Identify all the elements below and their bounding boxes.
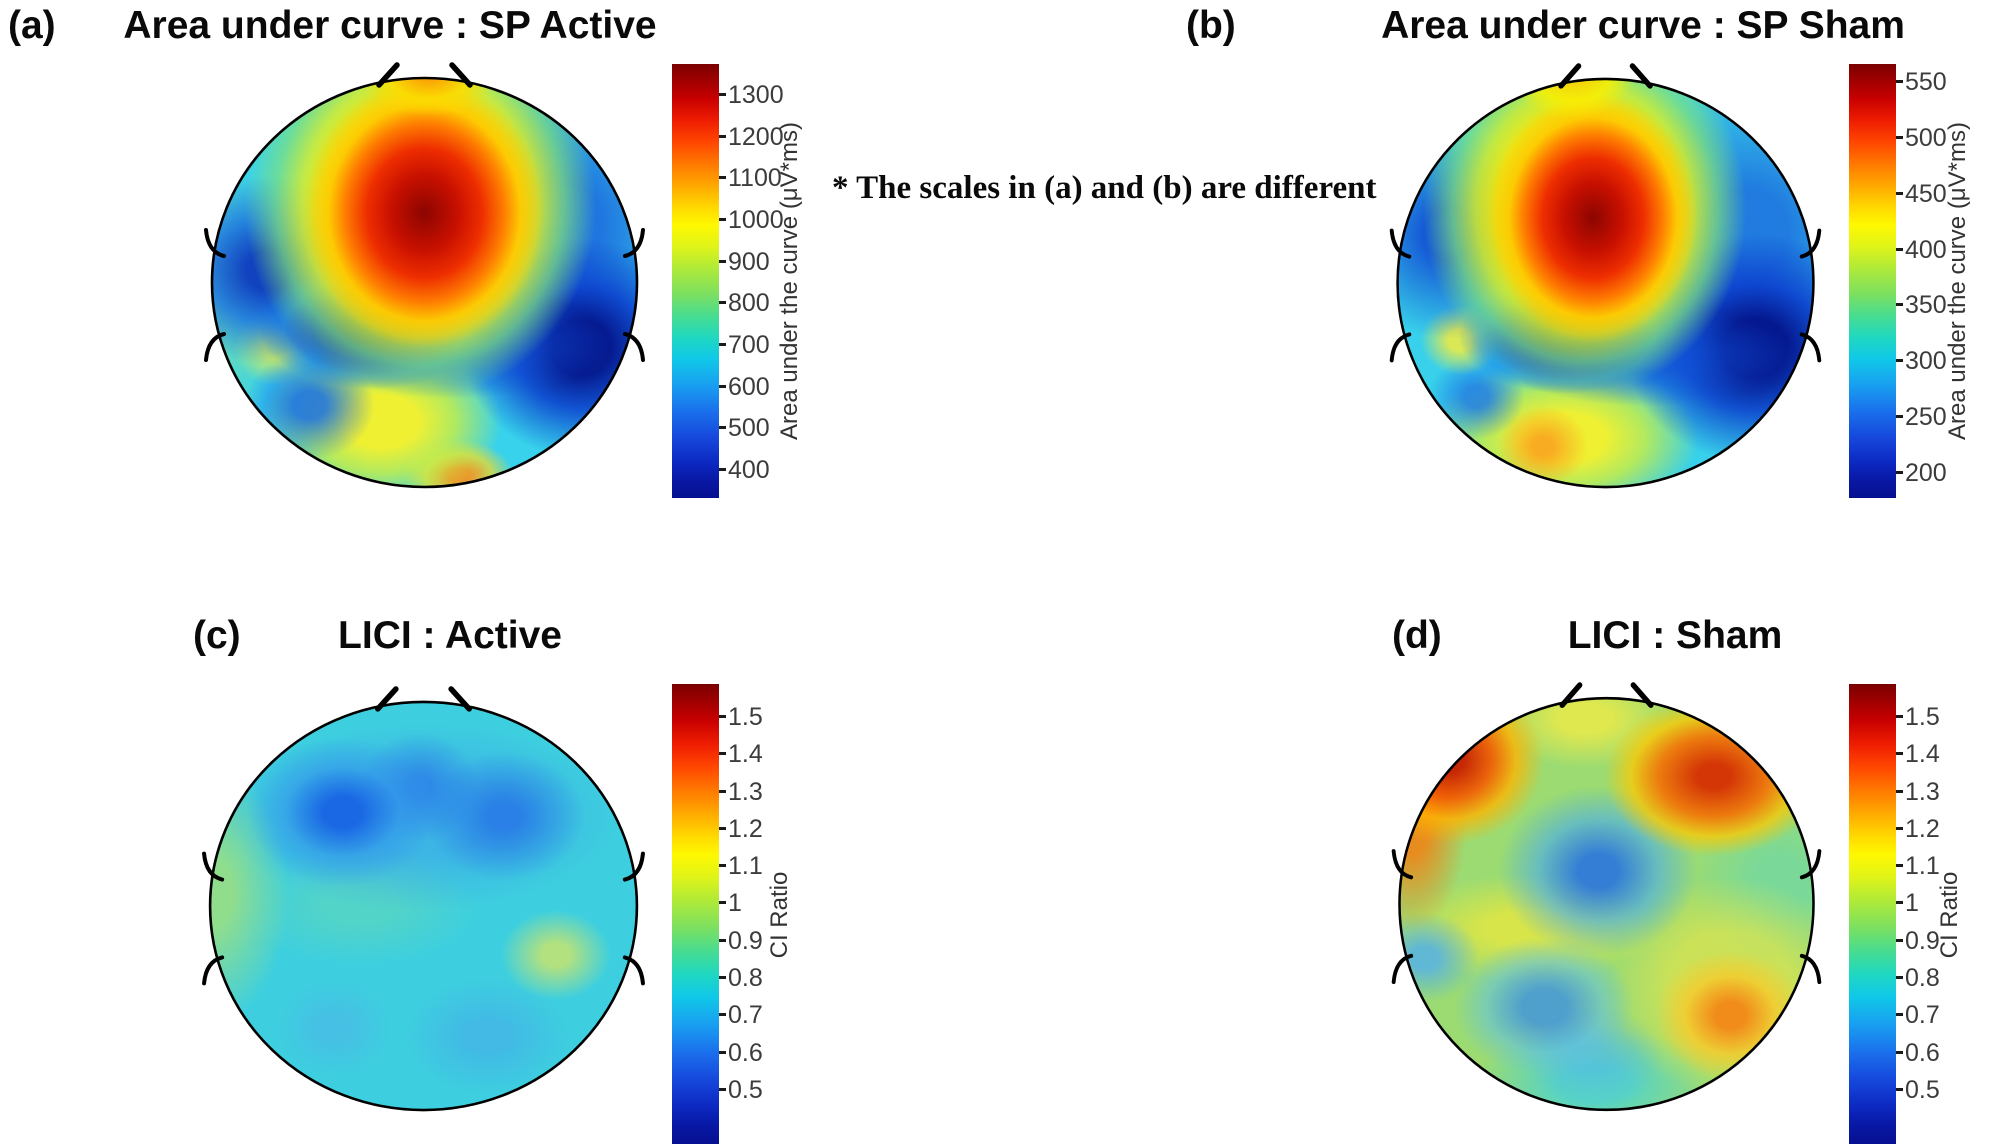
topomap-head-b [1389,63,1822,489]
colorbar-tick: 500 [719,415,818,441]
colorbar-tick: 1.3 [1896,779,1995,805]
topomap-head-d [1391,682,1822,1112]
colorbar-d-ticks: 1.5 1.4 1.3 1.2 1.1 1 0.9 0.8 0.7 0.6 0.… [1896,704,1995,1103]
colorbar-c-axis-label: CI Ratio [766,871,793,959]
panel-d-label: (d) [1392,614,1442,657]
panel-b-title: Area under curve : SP Sham [1381,4,1905,47]
colorbar-tick: 1.2 [1896,816,1995,842]
colorbar-tick: 1.2 [719,816,818,842]
colorbar-tick: 1.5 [1896,704,1995,730]
colorbar-tick: 0.5 [719,1077,818,1103]
colorbar-tick: 0.7 [719,1002,818,1028]
colorbar-tick: 500 [1896,125,1995,151]
colorbar-b-ticks: 550 500 450 400 350 300 250 200 [1896,69,1995,486]
colorbar-tick: 1 [1896,890,1995,916]
colorbar-tick: 1.4 [719,741,818,767]
colorbar-tick: 0.6 [719,1040,818,1066]
colorbar-tick: 1.3 [719,779,818,805]
colorbar-tick: 400 [1896,237,1995,263]
panel-c-label: (c) [193,614,241,657]
panel-a-title: Area under curve : SP Active [123,4,657,47]
colorbar-tick: 250 [1896,404,1995,430]
panel-d-title: LICI : Sham [1567,614,1783,657]
panel-b-label: (b) [1186,4,1236,47]
topomap-heat-surface-b [1398,79,1813,487]
colorbar-b [1849,64,1896,498]
topomap-head-c [202,686,645,1112]
colorbar-tick: 0.9 [719,928,818,954]
colorbar-tick: 1.5 [719,704,818,730]
colorbar-tick: 200 [1896,460,1995,486]
colorbar-tick: 350 [1896,292,1995,318]
colorbar-tick: 700 [719,332,818,358]
colorbar-d-axis-label: CI Ratio [1936,871,1963,959]
colorbar-tick: 1.1 [1896,853,1995,879]
colorbar-tick: 900 [719,249,818,275]
scale-difference-note: * The scales in (a) and (b) are differen… [832,170,1377,206]
colorbar-tick: 0.9 [1896,928,1995,954]
topomap-head-a [204,62,645,489]
colorbar-tick: 1 [719,890,818,916]
colorbar-c [672,684,719,1144]
colorbar-tick: 0.8 [1896,965,1995,991]
colorbar-b-axis-label: Area under the curve (μV*ms) [1944,122,1971,440]
colorbar-tick: 1.4 [1896,741,1995,767]
colorbar-a-ticks: 1300 1200 1100 1000 900 800 700 600 500 … [719,82,818,483]
colorbar-tick: 600 [719,374,818,400]
panel-c-title: LICI : Active [338,614,562,657]
topomap-heat-surface-d [1400,698,1813,1110]
panel-a-label: (a) [8,4,56,47]
colorbar-tick: 1.1 [719,853,818,879]
colorbar-d [1849,684,1896,1144]
colorbar-c-ticks: 1.5 1.4 1.3 1.2 1.1 1 0.9 0.8 0.7 0.6 0.… [719,704,818,1103]
colorbar-tick: 450 [1896,181,1995,207]
colorbar-tick: 300 [1896,348,1995,374]
colorbar-tick: 0.6 [1896,1040,1995,1066]
colorbar-a [672,64,719,498]
topomap-heat-surface-a [212,78,637,487]
colorbar-tick: 0.5 [1896,1077,1995,1103]
colorbar-tick: 1100 [719,165,818,191]
colorbar-tick: 0.8 [719,965,818,991]
colorbar-tick: 1000 [719,207,818,233]
colorbar-a-axis-label: Area under the curve (μV*ms) [776,122,803,440]
colorbar-tick: 0.7 [1896,1002,1995,1028]
colorbar-tick: 400 [719,457,818,483]
colorbar-tick: 800 [719,290,818,316]
colorbar-tick: 1200 [719,124,818,150]
colorbar-tick: 550 [1896,69,1995,95]
colorbar-tick: 1300 [719,82,818,108]
topomap-heat-surface-c [210,702,637,1110]
